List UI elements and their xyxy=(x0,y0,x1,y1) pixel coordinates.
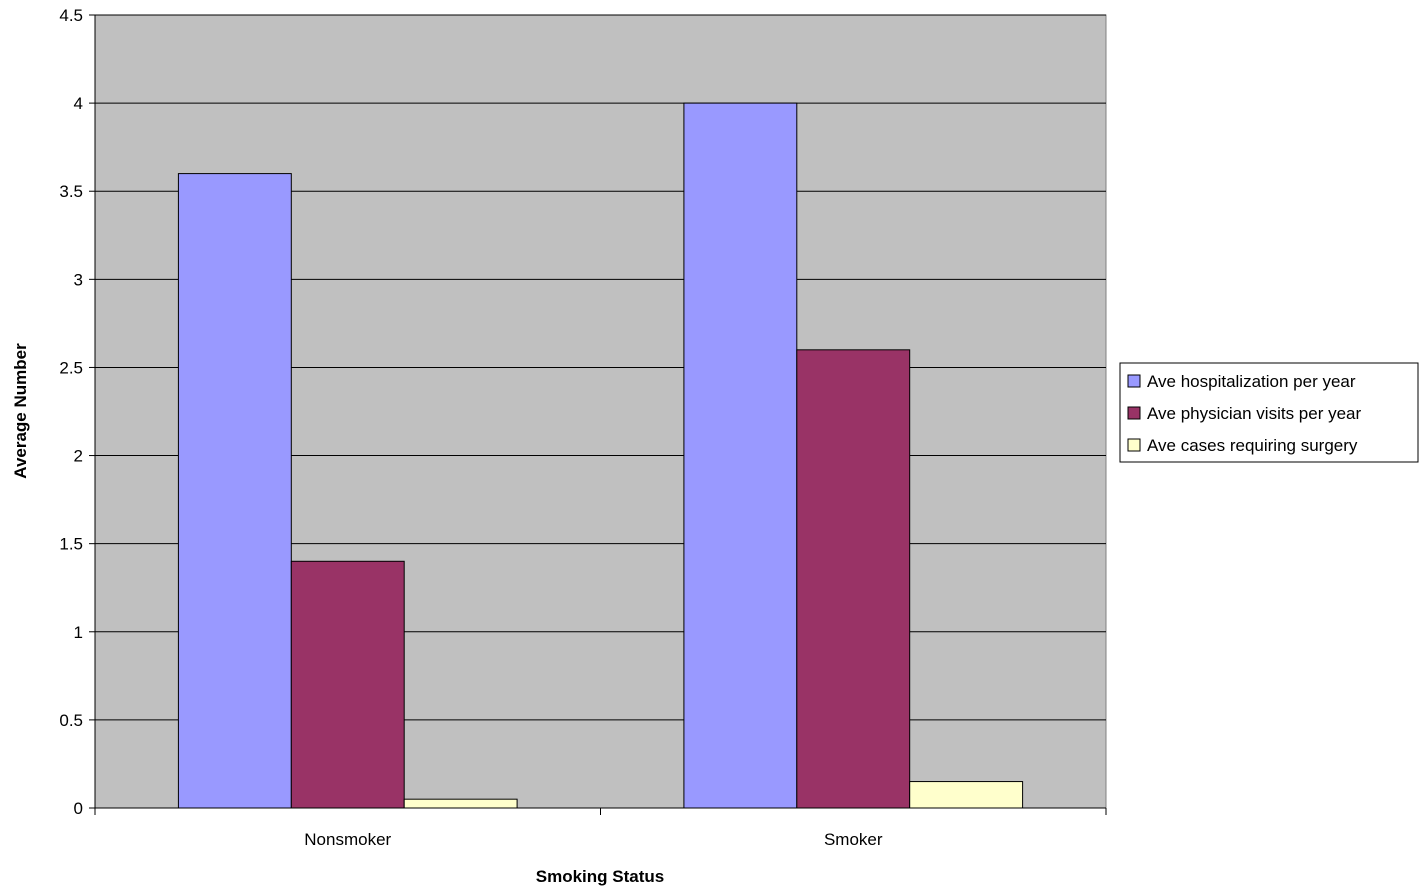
x-tick-label: Nonsmoker xyxy=(304,830,391,849)
y-tick-label: 0 xyxy=(74,799,83,818)
legend: Ave hospitalization per year Ave physicia… xyxy=(1119,362,1419,463)
y-tick-label: 4.5 xyxy=(59,6,83,25)
y-axis-title: Average Number xyxy=(11,343,30,479)
bar xyxy=(909,781,1024,809)
x-tick-label: Smoker xyxy=(824,830,883,849)
y-tick-label: 3.5 xyxy=(59,182,83,201)
legend-swatch xyxy=(1127,438,1141,452)
y-tick-label: 1 xyxy=(74,623,83,642)
legend-swatch xyxy=(1127,406,1141,420)
bar xyxy=(403,798,518,809)
bar xyxy=(683,102,798,809)
bar xyxy=(290,560,405,809)
y-tick-label: 2.5 xyxy=(59,358,83,377)
y-tick-label: 4 xyxy=(74,94,83,113)
y-tick-label: 2 xyxy=(74,447,83,466)
legend-label: Ave hospitalization per year xyxy=(1147,372,1356,391)
y-tick-label: 3 xyxy=(74,270,83,289)
legend-swatch xyxy=(1127,374,1141,388)
legend-label: Ave physician visits per year xyxy=(1147,404,1362,423)
bar xyxy=(796,349,911,809)
legend-label: Ave cases requiring surgery xyxy=(1147,436,1358,455)
y-axis-ticks: 0 0.5 1 1.5 2 2.5 3 3.5 4 4.5 xyxy=(59,6,95,818)
bars xyxy=(177,102,1024,809)
y-tick-label: 1.5 xyxy=(59,535,83,554)
x-axis-title: Smoking Status xyxy=(536,867,664,886)
x-axis-ticks: Nonsmoker Smoker xyxy=(94,808,1107,849)
legend-box xyxy=(1119,362,1419,463)
bar xyxy=(177,173,292,809)
y-tick-label: 0.5 xyxy=(59,711,83,730)
